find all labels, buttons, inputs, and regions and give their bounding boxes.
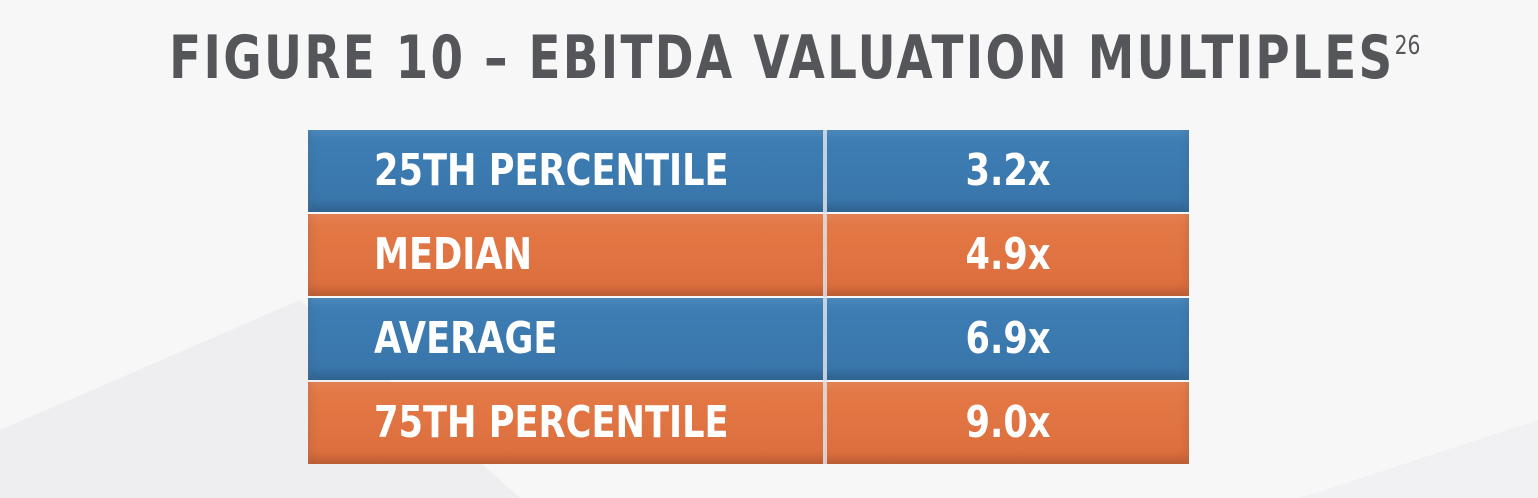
- chart-title: FIGURE 10 – EBITDA VALUATION MULTIPLES26: [169, 18, 1420, 98]
- table-row: MEDIAN 4.9x: [308, 214, 1189, 296]
- row-label: 25TH PERCENTILE: [374, 145, 729, 196]
- row-value: 3.2x: [965, 145, 1051, 196]
- chart-title-text: FIGURE 10 – EBITDA VALUATION MULTIPLES: [169, 23, 1395, 93]
- table-row: 75TH PERCENTILE 9.0x: [308, 382, 1189, 464]
- row-label: 75TH PERCENTILE: [374, 397, 729, 448]
- table-row: 25TH PERCENTILE 3.2x: [308, 130, 1189, 212]
- valuation-table: 25TH PERCENTILE 3.2x MEDIAN 4.9x AVERAGE…: [308, 130, 1189, 464]
- row-label: MEDIAN: [374, 229, 533, 280]
- row-value: 6.9x: [965, 313, 1051, 364]
- row-value: 4.9x: [965, 229, 1051, 280]
- table-row: AVERAGE 6.9x: [308, 298, 1189, 380]
- title-footnote-ref: 26: [1394, 31, 1421, 61]
- row-label: AVERAGE: [374, 313, 558, 364]
- column-divider: [823, 130, 827, 464]
- row-value: 9.0x: [965, 397, 1051, 448]
